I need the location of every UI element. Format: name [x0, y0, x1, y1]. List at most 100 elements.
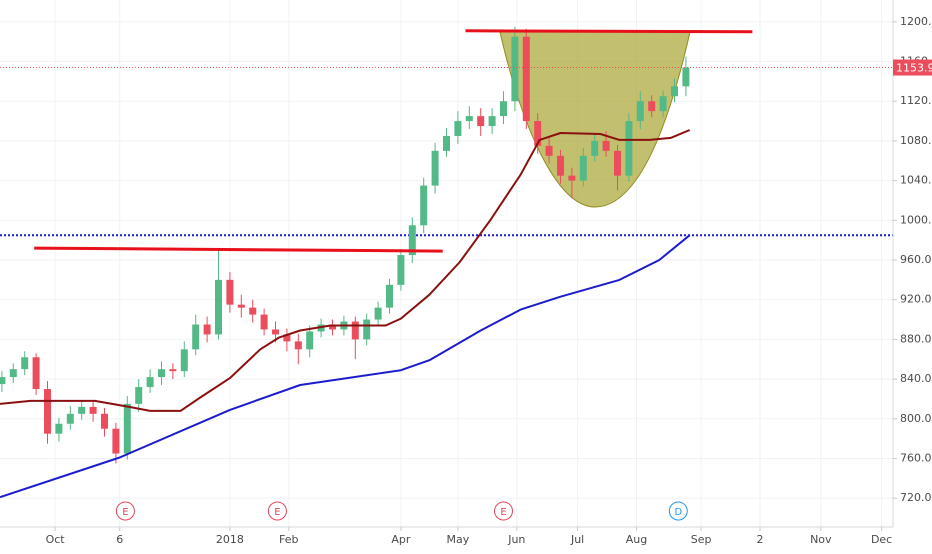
candle-body	[465, 116, 473, 122]
candle-body	[671, 86, 678, 97]
x-tick-label: Sep	[691, 533, 712, 546]
y-tick-label: 720.00	[900, 491, 932, 504]
x-tick-label: Oct	[46, 533, 66, 546]
candle-body	[397, 255, 405, 285]
candle-body	[89, 406, 97, 414]
event-label: E	[500, 507, 506, 518]
candle-body	[0, 377, 6, 385]
candle-body	[329, 324, 336, 330]
x-tick-label: Dec	[871, 533, 892, 546]
candle-body	[659, 96, 667, 112]
candle-body	[488, 116, 496, 127]
candle-body	[648, 101, 656, 112]
y-tick-label: 800.00	[900, 412, 932, 425]
y-tick-label: 1080.00	[900, 134, 932, 147]
x-tick-label: 6	[116, 533, 123, 546]
candle-body	[135, 387, 143, 404]
candle-body	[203, 324, 211, 335]
axes: 720.00 760.00 800.00 840.00 880.00 920.00 960.…	[46, 15, 932, 546]
candle-body	[78, 406, 86, 414]
candle-body	[215, 279, 222, 335]
candle-body	[511, 36, 519, 102]
candle-body	[294, 341, 302, 350]
x-tick-label: Apr	[391, 533, 411, 546]
candle-body	[112, 428, 120, 454]
candle-body	[351, 321, 359, 340]
candle-body	[408, 225, 416, 256]
x-tick-label: Jul	[570, 533, 584, 546]
candle-body	[386, 284, 393, 308]
x-tick-label: 2018	[216, 533, 244, 546]
candle-body	[682, 67, 690, 87]
candle-body	[123, 403, 131, 454]
candle-body	[431, 150, 439, 186]
y-tick-label: 760.00	[900, 451, 932, 464]
candle-body	[21, 357, 29, 370]
event-marker	[494, 501, 513, 521]
candle-body	[443, 135, 450, 151]
y-tick-label: 960.00	[900, 253, 932, 266]
x-tick-label: Nov	[810, 533, 832, 546]
candle-body	[625, 121, 633, 176]
candle-body	[192, 324, 200, 350]
candle-body	[9, 369, 17, 378]
candle-body	[579, 155, 587, 181]
candle-body	[545, 145, 553, 156]
candle-body	[306, 331, 314, 350]
event-label: E	[274, 507, 280, 518]
event-marker	[115, 501, 135, 521]
trend-line	[34, 246, 443, 253]
candle-body	[500, 101, 507, 117]
candle-body	[568, 175, 576, 181]
x-tick-label: Feb	[279, 533, 298, 546]
y-tick-label: 920.00	[900, 293, 932, 306]
candle-body	[374, 307, 382, 320]
candle-body	[226, 279, 234, 305]
y-tick-label: 1120.00	[900, 94, 932, 107]
event-label: E	[122, 507, 128, 518]
candle-body	[237, 304, 245, 308]
last-price-label: 1153.95	[896, 62, 932, 75]
candle-body	[272, 329, 279, 335]
candle-body	[249, 307, 257, 315]
x-tick-label: Jun	[507, 533, 525, 546]
candle-body	[557, 155, 564, 176]
candle-body	[454, 121, 462, 136]
candle-body	[158, 369, 165, 378]
y-tick-label: 1200.00	[900, 15, 932, 28]
y-tick-label: 1000.00	[900, 213, 932, 226]
candle-body	[146, 377, 154, 388]
candle-body	[636, 101, 644, 122]
candle-body	[169, 369, 177, 372]
last-price-box	[893, 59, 932, 76]
event-marker	[267, 501, 287, 521]
event-label: D	[674, 507, 682, 518]
candle-body	[260, 314, 268, 330]
candle-body	[283, 334, 291, 342]
candle-body	[614, 150, 621, 176]
moving-average	[0, 234, 691, 499]
candle-body	[477, 116, 485, 127]
candle-body	[66, 413, 74, 424]
x-tick-label: May	[447, 533, 470, 546]
candle-body	[602, 140, 610, 151]
y-tick-label: 1040.00	[900, 174, 932, 187]
event-marker	[668, 501, 688, 521]
y-tick-label: 880.00	[900, 332, 932, 345]
y-tick-label: 840.00	[900, 372, 932, 385]
x-tick-label: 2	[757, 533, 764, 546]
candle-body	[522, 36, 530, 122]
candle-body	[32, 357, 40, 390]
x-tick-label: Aug	[626, 533, 647, 546]
candle-body	[534, 121, 542, 146]
moving-average	[0, 129, 691, 412]
candle-body	[44, 389, 51, 434]
trend-line	[465, 29, 753, 34]
candle-body	[55, 423, 63, 434]
candle-body	[420, 185, 428, 226]
candle-body	[591, 140, 599, 156]
candle-body	[101, 413, 108, 429]
